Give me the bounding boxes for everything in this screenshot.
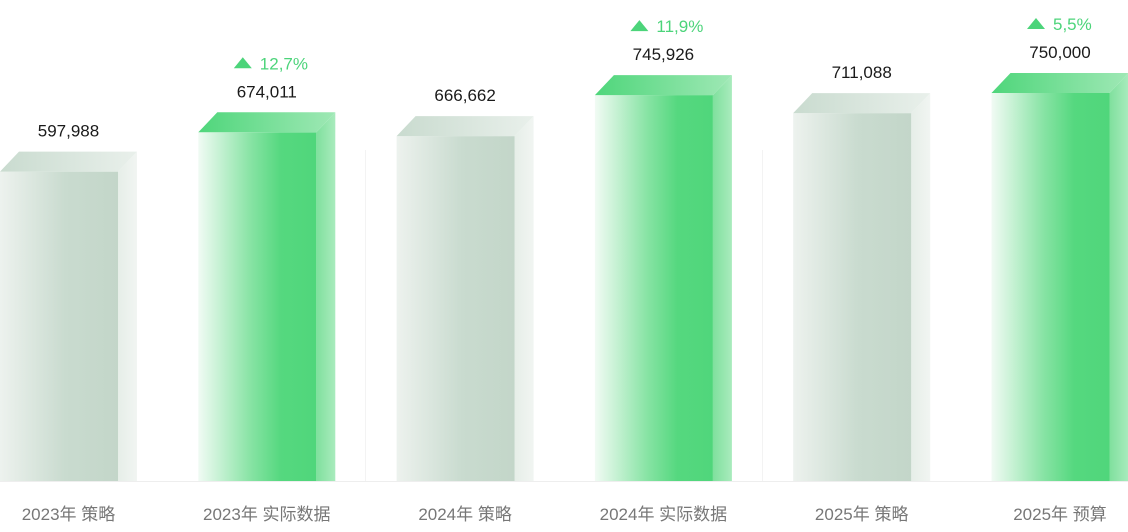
bar-2 <box>198 112 335 481</box>
bar-top-face <box>198 112 335 132</box>
bar-side-face <box>1110 73 1128 481</box>
bar-front-face <box>0 172 118 481</box>
bar-front-face <box>793 113 911 481</box>
bar-front-face <box>198 132 316 481</box>
bar-front-face <box>397 136 515 481</box>
value-label: 597,988 <box>38 122 99 141</box>
category-label: 2023年 实际数据 <box>203 505 331 524</box>
triangle-up-icon <box>1027 18 1045 29</box>
value-label: 745,926 <box>633 45 694 64</box>
bar-front-face <box>992 93 1110 481</box>
bars-layer <box>0 73 1128 482</box>
growth-label: 5,5% <box>1053 15 1092 34</box>
bar-side-face <box>713 75 732 481</box>
growth-label: 12,7% <box>260 54 308 73</box>
category-label: 2023年 策略 <box>22 505 116 524</box>
category-label: 2024年 实际数据 <box>600 505 728 524</box>
bar-side-face <box>118 152 137 481</box>
value-label: 666,662 <box>434 86 495 105</box>
value-label: 674,011 <box>237 82 297 101</box>
bar-3 <box>397 116 534 481</box>
bar-front-face <box>595 95 713 481</box>
bar-side-face <box>911 93 930 481</box>
growth-label: 11,9% <box>656 17 703 36</box>
bar-top-face <box>397 116 534 136</box>
category-label: 2025年 策略 <box>815 505 909 524</box>
bar-side-face <box>316 112 335 481</box>
triangle-up-icon <box>630 20 648 31</box>
bar-top-face <box>595 75 732 95</box>
bar-5 <box>793 93 930 481</box>
bar-top-face <box>0 152 137 172</box>
category-label: 2024年 策略 <box>418 505 512 524</box>
bar-top-face <box>793 93 930 113</box>
bar-6 <box>992 73 1128 481</box>
triangle-up-icon <box>234 57 252 68</box>
value-label: 711,088 <box>832 63 892 82</box>
bar-1 <box>0 152 137 481</box>
bar-top-face <box>992 73 1128 93</box>
bar-4 <box>595 75 732 481</box>
labels-layer: 597,988 2023年 策略 674,011 12,7% 2023年 实际数据 666… <box>22 15 1107 524</box>
bar-side-face <box>515 116 534 481</box>
value-label: 750,000 <box>1029 43 1090 62</box>
category-label: 2025年 预算 <box>1013 505 1107 524</box>
